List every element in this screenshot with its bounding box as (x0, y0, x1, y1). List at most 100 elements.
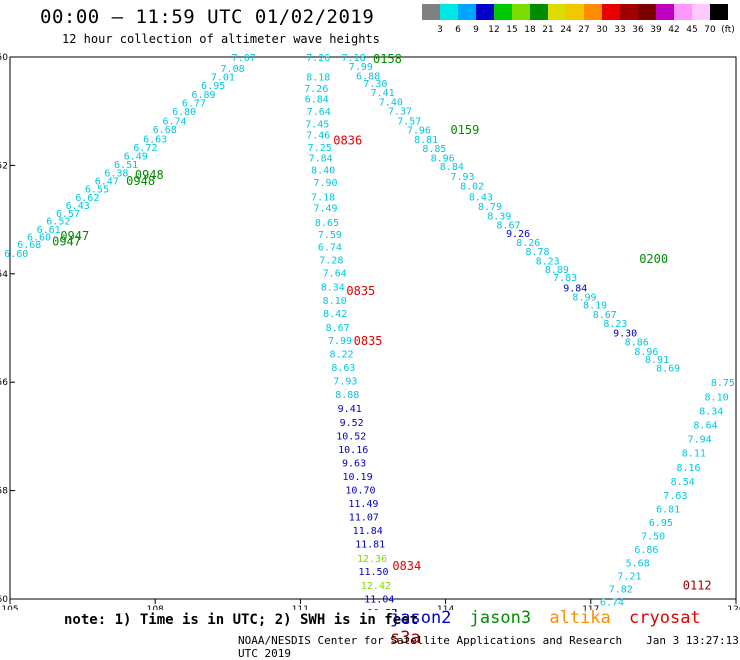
wave-height-value: 8.23 (536, 256, 560, 267)
wave-height-value: 8.18 (306, 73, 330, 84)
pass-time-label: 0834 (392, 559, 421, 573)
track-e: 6.606.686.606.616.526.576.436.626.556.47… (4, 53, 256, 260)
wave-height-value: 8.43 (469, 192, 493, 203)
wave-height-value: 7.40 (379, 97, 403, 108)
wave-height-value: 6.86 (634, 545, 658, 556)
wave-height-value: 6.62 (75, 193, 99, 204)
wave-height-value: 8.34 (699, 406, 723, 417)
lon-tick-label: 117 (582, 605, 599, 610)
wave-height-value: 6.52 (46, 217, 70, 228)
wave-height-value: 7.99 (349, 62, 373, 73)
wave-height-value: 8.85 (422, 144, 446, 155)
wave-height-value: 6.74 (162, 116, 186, 127)
wave-height-value: 6.89 (192, 90, 216, 101)
colorbar-label: (ft) (721, 25, 734, 34)
wave-height-value: 8.67 (593, 310, 617, 321)
wave-height-value: 8.79 (478, 202, 502, 213)
pass-time-label: 0158 (373, 52, 402, 66)
legend-altika: altika (549, 608, 611, 628)
map-subtitle: 12 hour collection of altimeter wave hei… (62, 32, 380, 46)
wave-height-value: 7.01 (211, 73, 235, 84)
wave-height-value: 7.93 (333, 377, 357, 388)
track-b: 9.41 9.52 10.52 10.16 9.63 10.19 10.70 11.49 11.… (336, 404, 397, 610)
wave-height-value: 8.42 (323, 309, 347, 320)
wave-height-value: 7.41 (371, 88, 395, 99)
wave-height-value: 10.52 (336, 431, 366, 442)
wave-height-value: 7.99 (328, 336, 352, 347)
wave-height-value: 8.16 (676, 463, 700, 474)
colorbar-swatch (656, 4, 674, 20)
wave-height-value: 8.10 (705, 392, 729, 403)
track-c: 7.187.996.887.307.417.407.377.577.968.81… (342, 53, 681, 375)
wave-height-value: 8.65 (315, 218, 339, 229)
track-a: 7.268.187.266.847.647.457.467.257.848.40… (304, 53, 359, 401)
colorbar-swatch (620, 4, 638, 20)
colorbar-label: 12 (488, 25, 499, 34)
wave-height-value: 7.63 (663, 491, 687, 502)
wave-height-value: 8.78 (525, 247, 549, 258)
wave-height-value: 8.54 (671, 477, 695, 488)
satellite-legend: jason2 jason3 altika cryosat s3a (390, 608, 740, 648)
lat-tick-label: -54 (0, 270, 8, 280)
wave-height-value: 8.96 (634, 347, 658, 358)
wave-height-value: 6.81 (656, 504, 680, 515)
pass-time-label: 0835 (346, 284, 375, 298)
lon-tick-label: 105 (1, 605, 18, 610)
lat-tick-label: -50 (0, 53, 8, 63)
wave-height-value: 7.93 (450, 172, 474, 183)
pass-time-label: 0836 (333, 133, 362, 147)
wave-height-value: 8.67 (496, 220, 520, 231)
lon-tick-label: 114 (437, 605, 454, 610)
wave-height-value: 7.08 (221, 64, 245, 75)
colorbar-swatch (476, 4, 494, 20)
wave-height-value: 8.34 (321, 282, 345, 293)
wave-height-value: 6.95 (201, 81, 225, 92)
wave-height-value: 6.68 (17, 240, 41, 251)
lon-tick-label: 111 (292, 605, 309, 610)
lat-tick-label: -58 (0, 487, 8, 497)
pass-time-label: 0159 (450, 123, 479, 137)
pass-time-label: 0200 (639, 252, 668, 266)
wave-height-value: 7.94 (688, 435, 712, 446)
pass-time-label: 0948 (126, 174, 155, 188)
wave-height-value: 7.50 (641, 532, 665, 543)
wave-height-value: 6.84 (305, 95, 329, 106)
wave-height-value: 6.74 (600, 598, 624, 609)
wave-height-value: 8.22 (329, 349, 353, 360)
wave-height-value: 8.67 (326, 323, 350, 334)
wave-height-value: 9.41 (338, 404, 362, 415)
wave-height-value: 7.25 (308, 143, 332, 154)
wave-height-value: 8.89 (545, 265, 569, 276)
wave-height-value: 10.19 (343, 472, 373, 483)
wave-height-value: 10.70 (345, 486, 375, 497)
wave-height-value: 6.47 (95, 177, 119, 188)
wave-height-value: 8.40 (311, 166, 335, 177)
wave-height-value: 9.26 (506, 229, 530, 240)
wave-height-value: 6.55 (85, 185, 109, 196)
wave-height-value: 8.81 (414, 135, 438, 146)
wave-height-value: 8.64 (693, 420, 717, 431)
wave-height-value: 7.18 (342, 53, 366, 64)
colorbar-label: 39 (650, 25, 662, 34)
wave-height-value: 7.46 (306, 131, 330, 142)
axis-ticks: 105 108 111 114 117 120 -50 -52 -54 -56 -58 -60 (0, 53, 740, 610)
colorbar-label: 18 (524, 25, 536, 34)
wave-height-value: 9.84 (563, 283, 587, 294)
wave-height-value: 7.45 (305, 120, 329, 131)
map-title: 00:00 – 11:59 UTC 01/02/2019 (40, 6, 375, 28)
wave-height-colorbar: 3 6 9 12 15 18 21 24 27 30 33 36 39 42 45 70 (ft) (422, 4, 734, 34)
wave-height-value: 7.82 (609, 585, 633, 596)
wave-height-value: 6.80 (172, 107, 196, 118)
colorbar-label: 3 (437, 25, 443, 34)
lat-tick-label: -56 (0, 378, 8, 388)
wave-height-tracks: 7.268.187.266.847.647.457.467.257.848.40… (4, 53, 735, 610)
colorbar-label: 70 (704, 25, 716, 34)
colorbar-swatch (548, 4, 566, 20)
lon-tick-label: 120 (727, 605, 740, 610)
colorbar-swatch (440, 4, 458, 20)
wave-height-value: 6.72 (133, 143, 157, 154)
wave-height-value: 7.18 (311, 192, 335, 203)
pass-time-label: 0947 (60, 229, 89, 243)
wave-height-value: 5.68 (626, 559, 650, 570)
